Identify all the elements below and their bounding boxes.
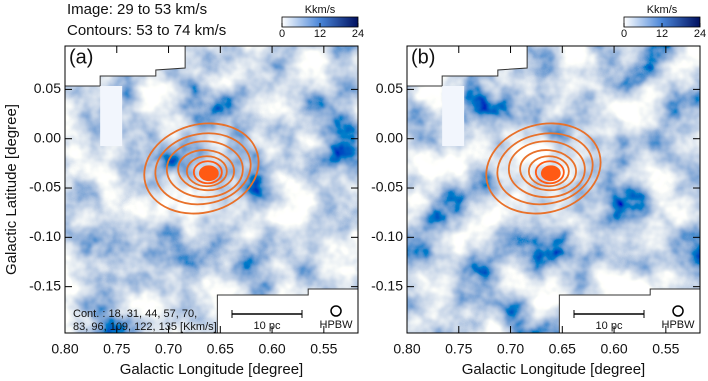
blank-region: [65, 46, 186, 87]
contour: [165, 140, 244, 199]
x-axis-label: Galactic Longitude [degree]: [120, 361, 303, 378]
contour: [496, 132, 594, 206]
y-tick-label: 0.05: [34, 80, 61, 96]
scale-bar-label: 10 pc: [596, 320, 623, 332]
x-tick-label: 0.65: [549, 341, 576, 357]
map: [65, 46, 358, 333]
y-tick-label: -0.05: [29, 179, 61, 195]
x-tick-label: 0.70: [155, 341, 182, 357]
contour: [485, 122, 602, 215]
y-tick-label: 0.05: [376, 80, 403, 96]
contour-note: 83, 96, 109, 122, 135 [Kkm/s]: [73, 321, 217, 333]
contour: [507, 140, 586, 199]
frame: [64, 45, 359, 334]
contour: [519, 149, 577, 192]
panel-label: (b): [411, 46, 435, 68]
frame: [406, 45, 701, 334]
colorbar-tick-label: 12: [656, 28, 668, 40]
scale-bar-label: 10 pc: [254, 320, 281, 332]
beam-label: HPBW: [320, 319, 354, 331]
x-tick-label: 0.55: [652, 341, 679, 357]
contour: [534, 160, 565, 185]
contour: [177, 149, 235, 192]
contour: [143, 122, 260, 215]
colorbar-tick-label: 24: [694, 28, 706, 40]
contour: [192, 160, 223, 185]
x-tick-label: 0.65: [207, 341, 234, 357]
y-tick-label: -0.05: [371, 179, 403, 195]
contour-range: Contours: 53 to 74 km/s: [67, 22, 226, 39]
panel-label: (a): [69, 46, 93, 68]
contour: [203, 169, 216, 180]
blank-corner: [558, 288, 700, 333]
colorbar-tick-label: 0: [279, 28, 285, 40]
contour: [185, 155, 228, 188]
y-tick-label: -0.10: [29, 228, 61, 244]
x-tick-label: 0.60: [258, 341, 285, 357]
x-tick-label: 0.80: [393, 341, 420, 357]
colorbar-label: Kkm/s: [305, 4, 336, 16]
x-tick-label: 0.60: [600, 341, 627, 357]
x-tick-label: 0.55: [310, 341, 337, 357]
image-range: Image: 29 to 53 km/s: [67, 1, 207, 18]
y-tick-label: 0.00: [34, 129, 61, 145]
beam-label: HPBW: [662, 319, 696, 331]
x-tick-label: 0.80: [51, 341, 78, 357]
y-axis-label: Galactic Latitude [degree]: [3, 104, 20, 275]
contour-note: Cont. : 18, 31, 44, 57, 70,: [73, 308, 197, 320]
x-tick-label: 0.75: [103, 341, 130, 357]
contour: [154, 132, 252, 206]
colorbar-label: Kkm/s: [647, 4, 678, 16]
white-patch: [100, 86, 123, 146]
white-patch: [442, 86, 465, 146]
colorbar-tick-label: 12: [314, 28, 326, 40]
contour: [545, 169, 558, 180]
beam: [330, 305, 342, 317]
y-tick-label: 0.00: [376, 129, 403, 145]
y-tick-label: -0.15: [371, 277, 403, 293]
y-tick-label: -0.10: [371, 228, 403, 244]
colorbar-tick-label: 24: [352, 28, 364, 40]
colorbar-tick-label: 0: [621, 28, 627, 40]
x-tick-label: 0.70: [497, 341, 524, 357]
x-tick-label: 0.75: [445, 341, 472, 357]
map: [407, 46, 700, 333]
y-tick-label: -0.15: [29, 277, 61, 293]
x-axis-label: Galactic Longitude [degree]: [462, 361, 645, 378]
blank-corner: [216, 288, 358, 333]
beam: [672, 305, 684, 317]
contour: [527, 155, 570, 188]
blank-region: [407, 46, 528, 87]
